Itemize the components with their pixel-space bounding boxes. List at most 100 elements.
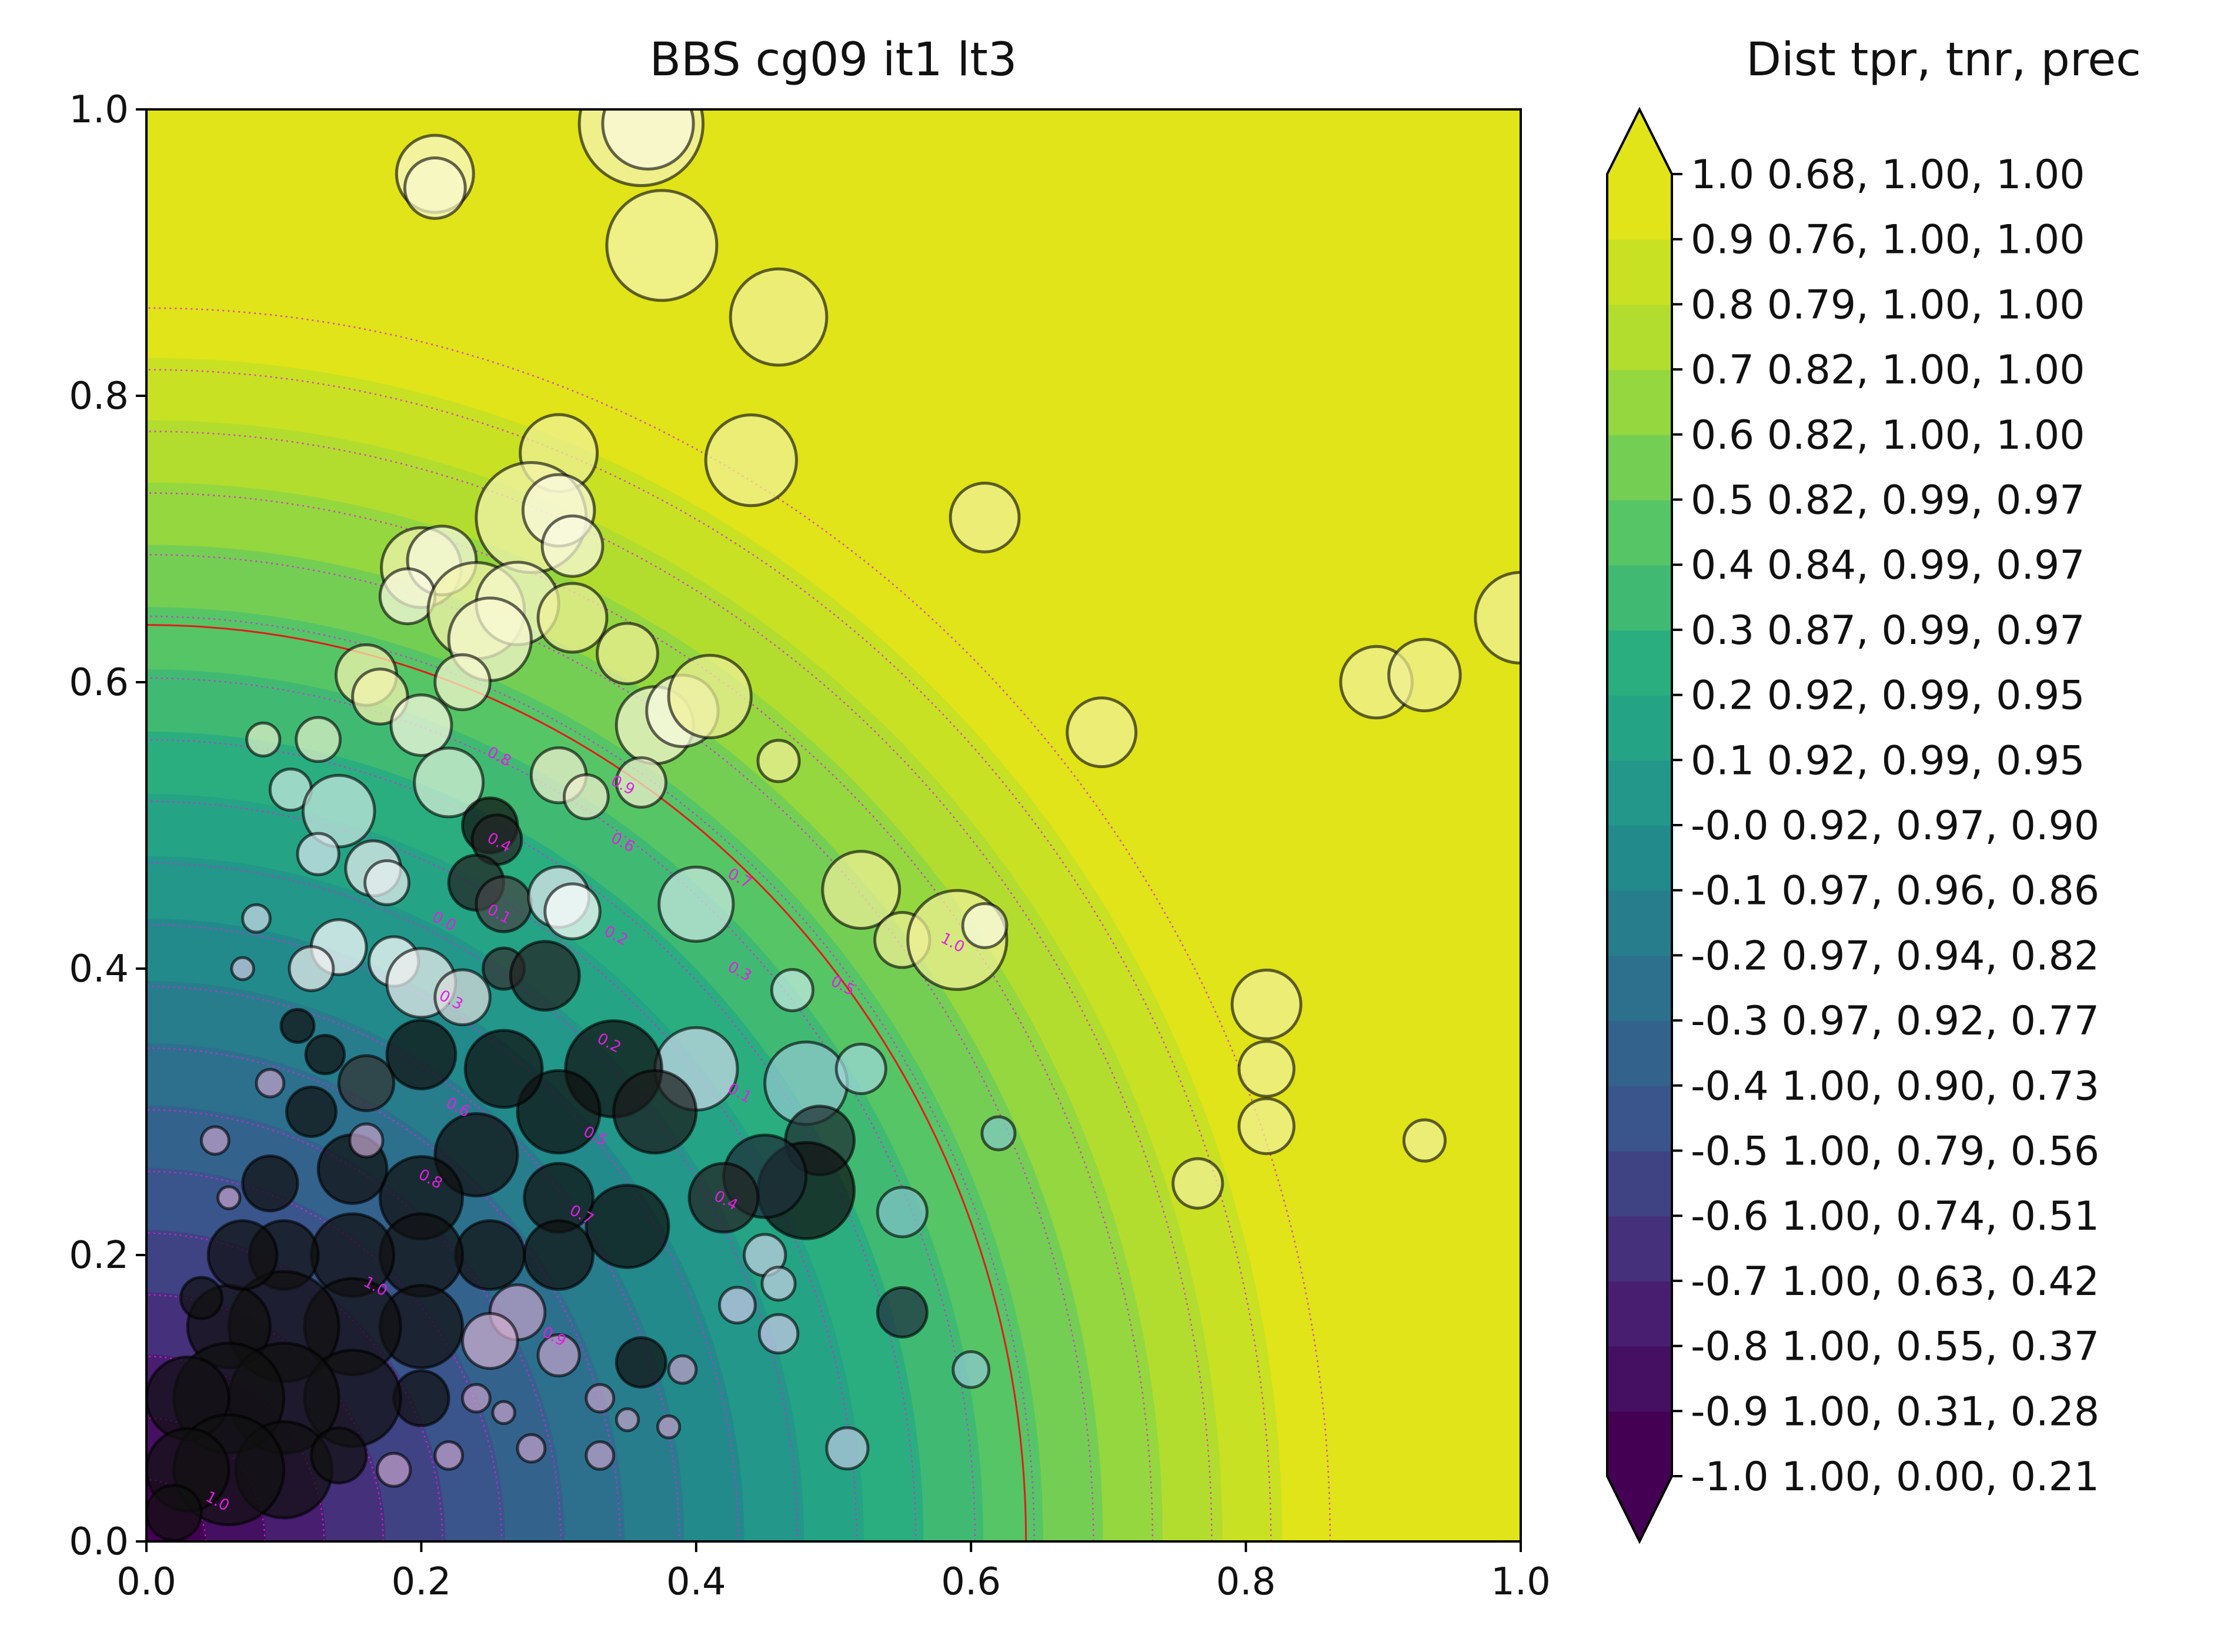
scatter-markers <box>146 109 1521 1541</box>
scatter-point <box>206 1219 279 1291</box>
scatter-point <box>389 693 453 757</box>
colorbar-band <box>1607 174 1672 240</box>
scatter-point <box>667 1354 698 1385</box>
colorbar-band <box>1607 499 1672 566</box>
x-axis: 0.0 0.2 0.4 0.6 0.8 1.0 <box>116 1541 1551 1604</box>
scatter-point <box>585 1383 616 1414</box>
scatter-point <box>585 1183 670 1269</box>
y-tick-label: 1.0 <box>69 88 129 132</box>
colorbar-extend-top <box>1607 109 1672 174</box>
scatter-point <box>657 865 735 943</box>
scatter-point <box>199 1125 231 1156</box>
scatter-point <box>216 1185 242 1210</box>
contour-lines <box>146 307 1331 1541</box>
scatter-point <box>304 1033 346 1076</box>
scatter-point <box>279 1007 316 1044</box>
scatter-point <box>295 716 342 763</box>
scatter-point <box>403 156 467 220</box>
colorbar-tick-label: -0.2 0.97, 0.94, 0.82 <box>1691 933 2099 979</box>
contour-line <box>146 615 1035 1541</box>
y-tick-label: 0.2 <box>69 1234 129 1277</box>
colorbar-tick-label: 0.7 0.82, 1.00, 1.00 <box>1691 347 2085 393</box>
scatter-point <box>667 653 753 739</box>
scatter-point <box>949 482 1021 553</box>
scatter-point <box>363 859 410 906</box>
colorbar-tick-label: -0.1 0.97, 0.96, 0.86 <box>1691 868 2099 915</box>
colorbar-band <box>1607 1280 1672 1347</box>
scatter-point <box>348 1122 385 1159</box>
colorbar-title: Dist tpr, tnr, prec <box>1746 34 2141 86</box>
scatter-point <box>615 756 667 809</box>
colorbar-tick-label: -0.4 1.00, 0.90, 0.73 <box>1691 1063 2099 1110</box>
y-tick-label: 0.0 <box>69 1520 129 1564</box>
scatter-point <box>433 653 492 712</box>
contour-line <box>146 862 799 1541</box>
contour-line <box>146 307 1331 1541</box>
scatter-point <box>385 1019 458 1091</box>
contour-line <box>146 492 1154 1541</box>
colorbar-band <box>1607 760 1672 826</box>
scatter-point <box>585 1440 616 1471</box>
scatter-point <box>413 746 485 819</box>
colorbar-band <box>1607 369 1672 435</box>
x-tick-label: 0.8 <box>1216 1560 1276 1604</box>
scatter-point <box>337 1054 396 1113</box>
colorbar-band <box>1607 890 1672 956</box>
colorbar-band <box>1607 434 1672 500</box>
scatter-point <box>230 956 255 982</box>
scatter-point <box>825 1426 870 1471</box>
scatter-point <box>876 1186 929 1239</box>
colorbar-band <box>1607 1411 1672 1477</box>
colorbar-tick-label: -0.0 0.92, 0.97, 0.90 <box>1691 803 2099 849</box>
colorbar-tick-label: 0.8 0.79, 1.00, 1.00 <box>1691 282 2085 328</box>
x-tick-label: 0.6 <box>941 1560 1001 1604</box>
scatter-point <box>288 945 335 992</box>
plot-area: 0.80.90.4 0.60.70.0 0.10.2 1.00.30.50.30.20… <box>146 109 1521 1541</box>
scatter-point <box>285 1085 338 1139</box>
scatter-point <box>179 1276 224 1320</box>
scatter-point <box>605 189 719 302</box>
scatter-point <box>718 1286 757 1325</box>
scatter-point <box>1066 696 1138 769</box>
colorbar-tick-label: -0.3 0.97, 0.92, 0.77 <box>1691 998 2099 1044</box>
scatter-point <box>601 109 695 171</box>
colorbar-tick-label: 0.6 0.82, 1.00, 1.00 <box>1691 412 2085 459</box>
colorbar-tick-label: -0.5 1.00, 0.79, 0.56 <box>1691 1129 2099 1175</box>
scatter-point <box>461 1311 519 1370</box>
scatter-point <box>433 968 492 1026</box>
scatter-point <box>540 514 605 578</box>
scatter-point <box>536 1333 581 1378</box>
scatter-point <box>656 1414 682 1440</box>
scatter-point <box>612 1069 698 1155</box>
scatter-point <box>1230 968 1303 1040</box>
scatter-point <box>596 622 659 686</box>
chart-title: BBS cg09 it1 lt3 <box>650 34 1017 86</box>
scatter-point <box>245 721 282 757</box>
scatter-point <box>146 1484 203 1541</box>
scatter-point <box>834 1042 887 1096</box>
x-tick-label: 0.0 <box>116 1560 176 1604</box>
colorbar-band <box>1607 565 1672 630</box>
colorbar-tick-label: 0.4 0.84, 0.99, 0.97 <box>1691 542 2085 589</box>
x-tick-label: 0.4 <box>666 1560 726 1604</box>
scatter-point <box>376 1451 412 1488</box>
scatter-point <box>729 267 829 367</box>
contour-line <box>146 739 917 1541</box>
scatter-point <box>876 1286 929 1339</box>
colorbar-tick-label: 1.0 0.68, 1.00, 1.00 <box>1691 152 2085 198</box>
scatter-point <box>562 773 610 820</box>
scatter-point <box>615 1336 667 1389</box>
colorbar-tick-label: 0.3 0.87, 0.99, 0.97 <box>1691 608 2085 654</box>
colorbar-tick-label: 0.9 0.76, 1.00, 1.00 <box>1691 217 2085 263</box>
scatter-point <box>433 1440 465 1471</box>
scatter-point <box>461 1383 492 1414</box>
y-axis: 0.0 0.2 0.4 0.6 0.8 1.0 <box>69 88 146 1564</box>
contour-line <box>146 430 1213 1541</box>
scatter-point <box>516 1069 602 1155</box>
colorbar-band <box>1607 825 1672 891</box>
scatter-point <box>821 850 902 930</box>
colorbar-tick-label: 0.5 0.82, 0.99, 0.97 <box>1691 478 2085 524</box>
x-tick-label: 0.2 <box>392 1560 452 1604</box>
scatter-point <box>1237 1097 1296 1156</box>
